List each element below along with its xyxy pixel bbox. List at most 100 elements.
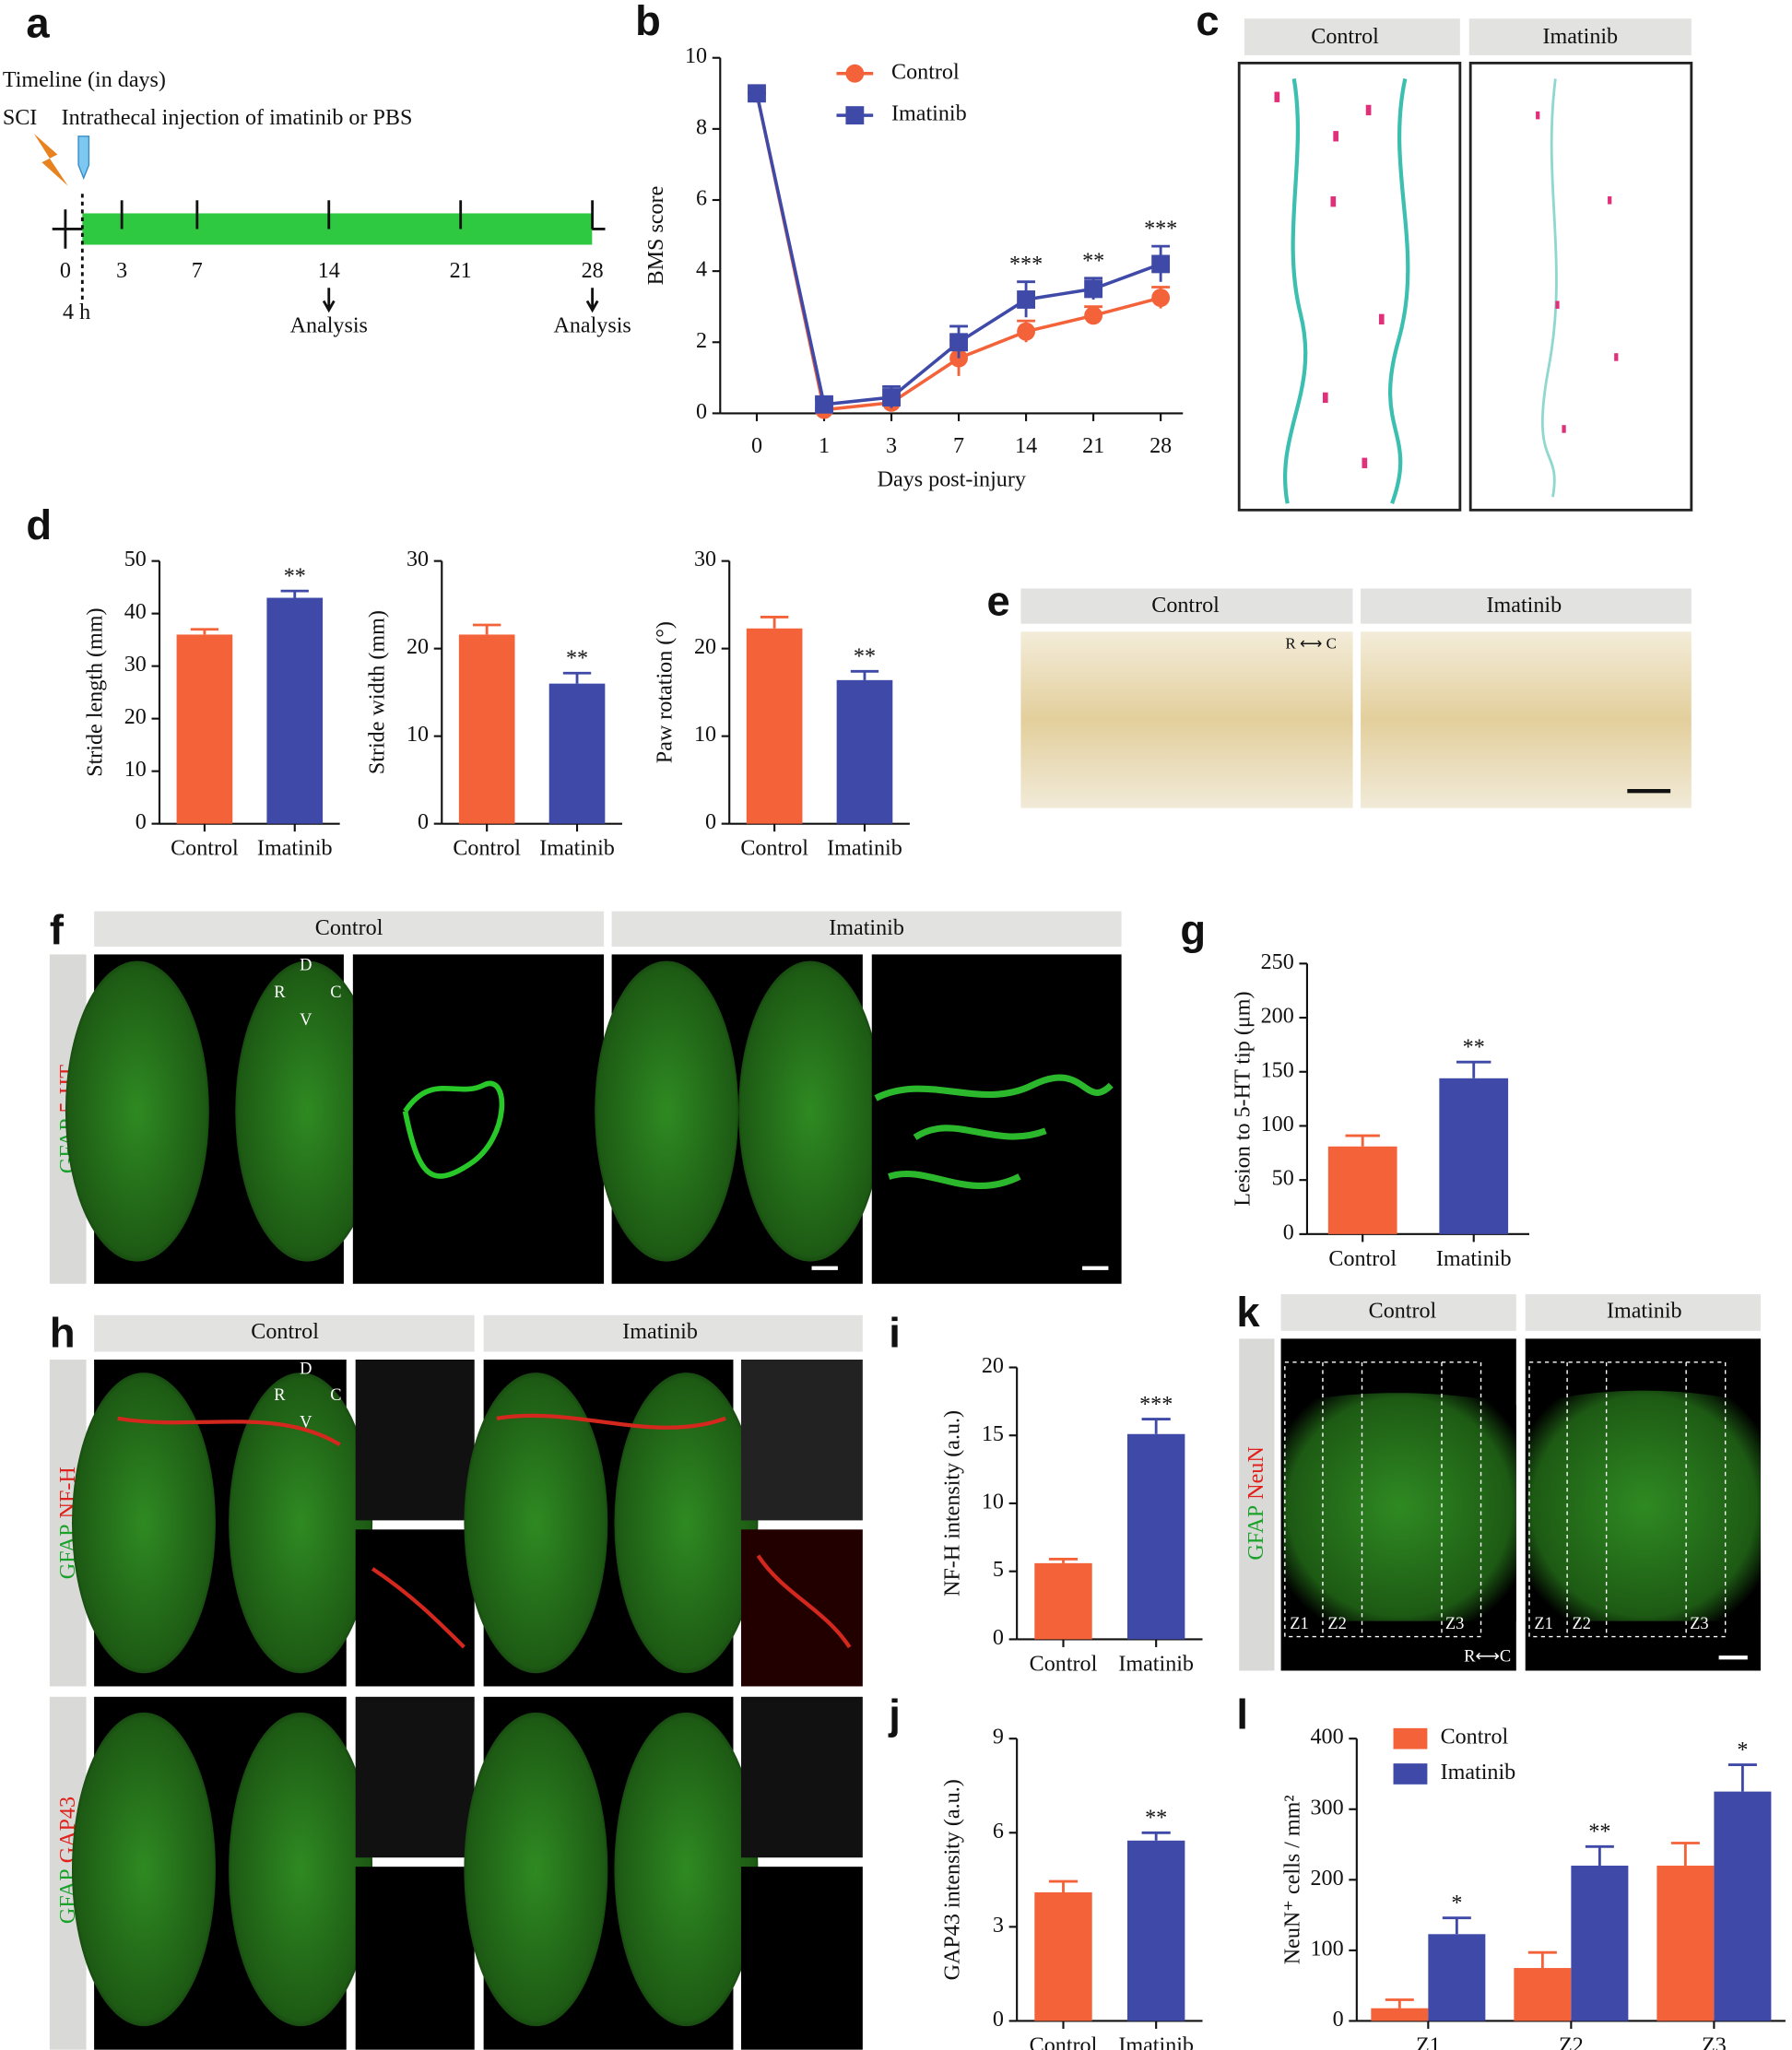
x-axis-label: Days post-injury	[878, 468, 1026, 492]
timeline-injection: Intrathecal injection of imatinib or PBS	[62, 106, 413, 130]
bar	[266, 597, 324, 824]
y-tick-label: 8	[696, 115, 707, 139]
image	[871, 954, 1122, 1284]
panel-letter: c	[1196, 0, 1219, 44]
syringe-icon	[77, 135, 90, 181]
y-axis-label: Stride length (mm)	[83, 607, 107, 776]
y-tick-label: 6	[993, 1820, 1004, 1844]
header-box	[94, 911, 605, 947]
y-tick-label: 30	[694, 548, 716, 571]
timeline-day: 21	[450, 259, 472, 283]
marker	[748, 84, 766, 103]
orientation: R ⟷ C	[1285, 634, 1337, 652]
panel-letter: k	[1236, 1289, 1260, 1336]
y-tick-label: 0	[1283, 1220, 1294, 1244]
cord-images: Control Imatinib R ⟷ C	[1020, 588, 1692, 808]
significance: **	[1145, 1807, 1167, 1831]
injection-time: 4 h	[63, 300, 90, 324]
y-tick-label: 0	[993, 2008, 1004, 2032]
x-tick-label: Z1	[1416, 2033, 1441, 2050]
image	[1020, 631, 1353, 808]
x-tick-label: Control	[1030, 1652, 1098, 1676]
significance: *	[1451, 1891, 1462, 1915]
legend-label: Imatinib	[1441, 1761, 1516, 1785]
images	[71, 1359, 863, 2050]
y-tick-label: 10	[694, 723, 716, 747]
y-tick-label: 150	[1261, 1058, 1294, 1082]
y-tick-label: 200	[1311, 1867, 1344, 1891]
marker	[1151, 254, 1171, 274]
tissue	[235, 960, 380, 1262]
stain: GFAP	[1244, 1505, 1268, 1561]
axis-label: C	[330, 1385, 341, 1404]
header-box	[1525, 1294, 1761, 1331]
y-axis-label: NeuN⁺ cells / mm²	[1280, 1795, 1304, 1964]
x-tick-label: Imatinib	[1118, 1652, 1194, 1676]
legend-swatch	[1393, 1727, 1428, 1750]
zone-boxes	[1284, 1361, 1727, 1638]
error-bar	[562, 671, 592, 684]
tissue	[874, 1074, 1114, 1189]
y-tick-label: 3	[993, 1914, 1004, 1938]
zone-label: Z1	[1290, 1614, 1308, 1632]
y-tick-label: 0	[705, 810, 716, 834]
tissue	[595, 960, 739, 1262]
marker	[845, 106, 865, 125]
x-tick-label: 21	[1082, 434, 1104, 458]
header: Imatinib	[829, 916, 904, 940]
header-box	[611, 911, 1122, 947]
significance: **	[284, 564, 306, 588]
header: Control	[1151, 594, 1220, 618]
header: Imatinib	[1487, 594, 1562, 618]
y-axis-label: NF-H intensity (a.u.)	[941, 1410, 965, 1596]
bar	[1514, 1968, 1572, 2021]
footprint-marks	[1274, 91, 1619, 468]
panel-letter: e	[987, 577, 1010, 624]
significance: **	[1082, 249, 1104, 273]
header-box	[1468, 18, 1692, 55]
marker	[949, 333, 968, 352]
image	[1361, 631, 1692, 808]
x-tick-label: Z3	[1702, 2033, 1727, 2050]
footprint-trail	[1282, 77, 1410, 504]
y-axis-label: BMS score	[644, 186, 668, 286]
bar	[1126, 1840, 1185, 2021]
error-bar	[1585, 1844, 1614, 1867]
bar	[1126, 1433, 1185, 1640]
x-tick-label: Imatinib	[257, 837, 333, 861]
x-tick-label: Control	[171, 837, 239, 861]
timeline-day: 3	[116, 259, 127, 283]
y-tick-label: 100	[1261, 1113, 1294, 1137]
tissue	[65, 960, 209, 1262]
x-tick-label: Imatinib	[1436, 1247, 1512, 1271]
side-strip	[1239, 1338, 1275, 1671]
error-bar	[1141, 1418, 1171, 1434]
y-tick-label: 5	[993, 1558, 1004, 1582]
y-tick-label: 250	[1261, 950, 1294, 974]
image	[352, 954, 605, 1284]
tissue	[1283, 1393, 1516, 1621]
significance: **	[1588, 1820, 1610, 1844]
y-tick-label: 100	[1311, 1937, 1344, 1961]
x-tick-label: 14	[1015, 434, 1037, 458]
x-tick-label: Imatinib	[1118, 2033, 1194, 2050]
y-tick-label: 300	[1311, 1796, 1344, 1820]
treatment-bar	[82, 213, 593, 245]
zone-label: Z3	[1690, 1614, 1708, 1632]
header: Control	[1369, 1299, 1437, 1323]
nfh-gap43-images: Control Imatinib GFAP NF-H GFAP GAP43 D …	[49, 1314, 863, 2050]
axis-label: V	[300, 1413, 312, 1431]
error-bar	[1048, 1879, 1079, 1892]
error-bar	[1456, 1060, 1491, 1078]
bar	[1371, 2008, 1429, 2021]
error-bar	[1670, 1842, 1700, 1867]
x-tick-label: Control	[1030, 2033, 1098, 2050]
timeline-day: 0	[60, 259, 71, 283]
bar	[1327, 1146, 1397, 1234]
header: Imatinib	[622, 1320, 698, 1344]
panel-letter: i	[889, 1309, 901, 1356]
y-tick-label: 0	[1333, 2008, 1344, 2032]
zone-label: Z2	[1327, 1614, 1346, 1632]
